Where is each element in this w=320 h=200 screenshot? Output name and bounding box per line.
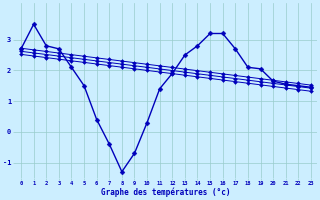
X-axis label: Graphe des températures (°c): Graphe des températures (°c): [101, 188, 231, 197]
